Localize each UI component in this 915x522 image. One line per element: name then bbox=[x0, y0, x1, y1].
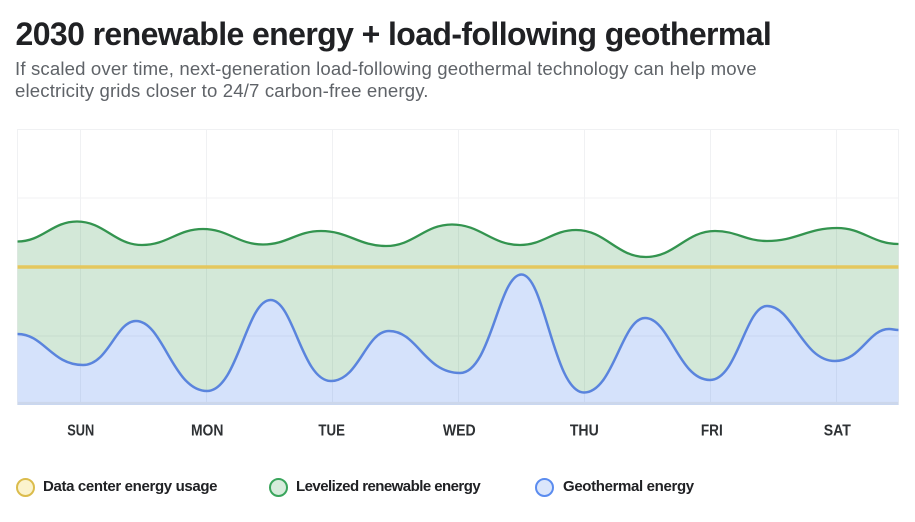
svg-text:TUE: TUE bbox=[318, 422, 345, 439]
svg-text:SUN: SUN bbox=[67, 422, 94, 440]
svg-text:SAT: SAT bbox=[824, 421, 852, 439]
svg-text:FRI: FRI bbox=[701, 422, 723, 439]
svg-text:WED: WED bbox=[443, 421, 476, 439]
svg-text:MON: MON bbox=[191, 421, 223, 439]
svg-text:THU: THU bbox=[570, 421, 599, 439]
